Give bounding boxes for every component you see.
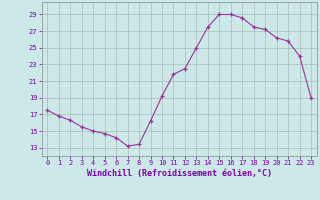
- X-axis label: Windchill (Refroidissement éolien,°C): Windchill (Refroidissement éolien,°C): [87, 169, 272, 178]
